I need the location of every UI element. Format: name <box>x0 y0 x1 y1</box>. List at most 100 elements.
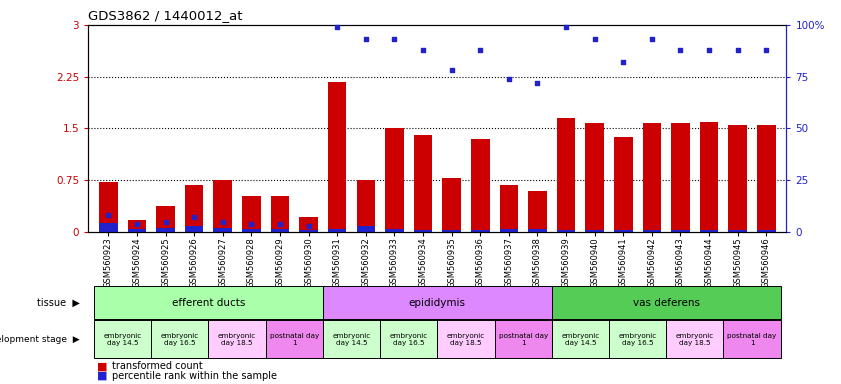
Text: vas deferens: vas deferens <box>632 298 700 308</box>
Point <box>416 47 430 53</box>
Bar <box>557 118 575 232</box>
Point <box>273 220 287 227</box>
Bar <box>128 229 146 232</box>
Text: tissue  ▶: tissue ▶ <box>37 298 80 308</box>
Bar <box>442 230 461 232</box>
Text: embryonic
day 18.5: embryonic day 18.5 <box>218 333 257 346</box>
Bar <box>271 229 289 232</box>
Text: postnatal day
1: postnatal day 1 <box>499 333 547 346</box>
Text: embryonic
day 16.5: embryonic day 16.5 <box>161 333 199 346</box>
Bar <box>94 320 151 358</box>
Bar <box>495 320 552 358</box>
Bar <box>528 229 547 232</box>
Bar <box>609 320 666 358</box>
Point <box>359 36 373 43</box>
Bar <box>671 123 690 232</box>
Point <box>331 24 344 30</box>
Point <box>102 212 115 218</box>
Bar <box>442 178 461 232</box>
Bar <box>471 230 489 232</box>
Bar <box>242 196 261 232</box>
Bar <box>700 122 718 232</box>
Point <box>645 36 659 43</box>
Point <box>616 59 630 65</box>
Bar <box>214 228 232 232</box>
Text: GDS3862 / 1440012_at: GDS3862 / 1440012_at <box>88 9 243 22</box>
Bar <box>385 128 404 232</box>
Point <box>388 36 401 43</box>
Text: embryonic
day 18.5: embryonic day 18.5 <box>447 333 485 346</box>
Bar <box>585 230 604 232</box>
Bar <box>271 196 289 232</box>
Bar <box>266 320 323 358</box>
Bar <box>94 286 323 319</box>
Point <box>588 36 601 43</box>
Bar <box>757 125 775 232</box>
Bar <box>151 320 209 358</box>
Bar <box>385 229 404 232</box>
Text: efferent ducts: efferent ducts <box>172 298 245 308</box>
Bar <box>757 230 775 232</box>
Bar <box>328 81 346 232</box>
Text: ■: ■ <box>97 361 111 371</box>
Bar <box>643 230 661 232</box>
Point <box>159 218 172 225</box>
Bar <box>552 286 780 319</box>
Point <box>445 68 458 74</box>
Bar <box>671 230 690 232</box>
Text: embryonic
day 14.5: embryonic day 14.5 <box>561 333 600 346</box>
Bar <box>728 125 747 232</box>
Point <box>188 214 201 220</box>
Text: epididymis: epididymis <box>409 298 466 308</box>
Bar <box>723 320 780 358</box>
Bar <box>614 230 632 232</box>
Point <box>702 47 716 53</box>
Bar <box>99 223 118 232</box>
Bar <box>328 229 346 232</box>
Point <box>302 223 315 229</box>
Bar <box>557 230 575 232</box>
Bar <box>500 185 518 232</box>
Bar <box>666 320 723 358</box>
Point <box>559 24 573 30</box>
Point <box>130 220 144 227</box>
Text: embryonic
day 16.5: embryonic day 16.5 <box>618 333 657 346</box>
Point <box>674 47 687 53</box>
Bar <box>214 180 232 232</box>
Text: embryonic
day 14.5: embryonic day 14.5 <box>103 333 142 346</box>
Bar <box>299 217 318 232</box>
Bar <box>209 320 266 358</box>
Bar <box>471 139 489 232</box>
Point <box>216 218 230 225</box>
Bar <box>99 182 118 232</box>
Bar <box>614 137 632 232</box>
Bar <box>242 229 261 232</box>
Point <box>731 47 744 53</box>
Text: transformed count: transformed count <box>112 361 203 371</box>
Bar <box>299 230 318 232</box>
Bar <box>552 320 609 358</box>
Bar <box>156 206 175 232</box>
Text: postnatal day
1: postnatal day 1 <box>270 333 319 346</box>
Text: postnatal day
1: postnatal day 1 <box>727 333 776 346</box>
Bar <box>414 135 432 232</box>
Bar <box>380 320 437 358</box>
Bar <box>643 123 661 232</box>
Bar <box>323 286 552 319</box>
Point <box>473 47 487 53</box>
Text: embryonic
day 16.5: embryonic day 16.5 <box>389 333 428 346</box>
Bar <box>323 320 380 358</box>
Bar <box>357 180 375 232</box>
Text: percentile rank within the sample: percentile rank within the sample <box>112 371 277 381</box>
Bar <box>357 226 375 232</box>
Bar <box>414 230 432 232</box>
Bar <box>500 229 518 232</box>
Bar <box>585 123 604 232</box>
Bar <box>437 320 495 358</box>
Bar <box>156 228 175 232</box>
Bar <box>185 226 204 232</box>
Bar <box>528 190 547 232</box>
Point <box>531 80 544 86</box>
Text: embryonic
day 14.5: embryonic day 14.5 <box>332 333 371 346</box>
Text: embryonic
day 18.5: embryonic day 18.5 <box>675 333 714 346</box>
